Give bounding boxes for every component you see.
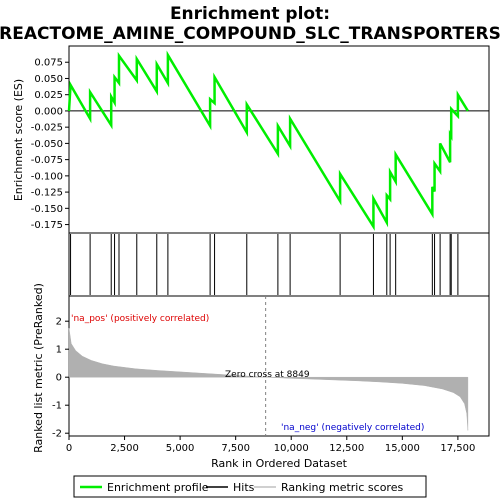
- es-ytick-label: -0.050: [31, 139, 63, 150]
- es-ytick-label: -0.150: [31, 204, 63, 215]
- chart-title-line1: Enrichment plot:: [170, 4, 330, 24]
- legend-items: Enrichment profile Hits Ranking metric sco…: [80, 481, 403, 494]
- es-ytick-label: 0.025: [34, 90, 63, 101]
- hits-panel-frame: [68, 232, 490, 297]
- hits-panel: [68, 232, 490, 297]
- zero-cross-label: Zero cross at 8849: [225, 370, 310, 380]
- metric-xtick-label: 0: [66, 443, 72, 454]
- es-ylabel: Enrichment score (ES): [12, 79, 25, 201]
- legend: Enrichment profile Hits Ranking metric sco…: [73, 475, 427, 498]
- neg-label: 'na_neg' (negatively correlated): [281, 423, 424, 433]
- es-panel: 0.075 0.050 0.025 0.000 -0.025 -0.050 -0.075 -0…: [12, 45, 490, 234]
- es-ytick-label: -0.175: [31, 220, 63, 231]
- metric-ytick-label: 0: [56, 373, 62, 384]
- metric-ytick-label: -2: [52, 429, 62, 440]
- metric-xtick-label: 15,000: [385, 443, 420, 454]
- metric-ytick-label: 2: [56, 317, 62, 328]
- chart-title-line2: REACTOME_AMINE_COMPOUND_SLC_TRANSPORTERS: [0, 24, 500, 44]
- metric-y-ticks: 2 1 0 -1 -2: [52, 317, 69, 440]
- es-ytick-label: -0.125: [31, 188, 63, 199]
- metric-xtick-label: 10,000: [274, 443, 309, 454]
- es-ytick-label: -0.075: [31, 155, 63, 166]
- metric-x-ticks: 0 2,500 5,000 7,500 10,000 12,500 15,000 17,500: [66, 436, 475, 454]
- es-y-ticks: 0.075 0.050 0.025 0.000 -0.025 -0.050 -0.075 -0…: [31, 58, 69, 231]
- metric-panel-frame: [68, 295, 490, 437]
- metric-xtick-label: 12,500: [329, 443, 364, 454]
- metric-panel: 2 1 0 -1 -2 0 2,500 5,000 7,500 10,000 12,500 15,0…: [32, 283, 490, 470]
- enrichment-profile-line: [67, 50, 469, 231]
- es-ytick-label: 0.075: [34, 58, 63, 69]
- metric-xtick-label: 7,500: [221, 443, 250, 454]
- hit-lines: [70, 234, 459, 295]
- metric-ytick-label: 1: [56, 345, 62, 356]
- metric-xtick-label: 5,000: [166, 443, 195, 454]
- es-ytick-label: -0.100: [31, 171, 63, 182]
- es-ytick-label: -0.025: [31, 123, 63, 134]
- pos-label: 'na_pos' (positively correlated): [71, 314, 209, 324]
- legend-label: Ranking metric scores: [281, 481, 403, 494]
- metric-xtick-label: 17,500: [440, 443, 475, 454]
- es-ytick-label: 0.050: [34, 74, 63, 85]
- metric-ytick-label: -1: [52, 401, 62, 412]
- metric-xtick-label: 2,500: [110, 443, 139, 454]
- ranking-metric-area: [68, 328, 469, 431]
- legend-label: Hits: [233, 481, 255, 494]
- metric-xlabel: Rank in Ordered Dataset: [211, 457, 348, 470]
- legend-frame: [73, 475, 427, 498]
- es-ytick-label: 0.000: [34, 106, 63, 117]
- metric-ylabel: Ranked list metric (PreRanked): [32, 283, 45, 453]
- legend-label: Enrichment profile: [107, 481, 209, 494]
